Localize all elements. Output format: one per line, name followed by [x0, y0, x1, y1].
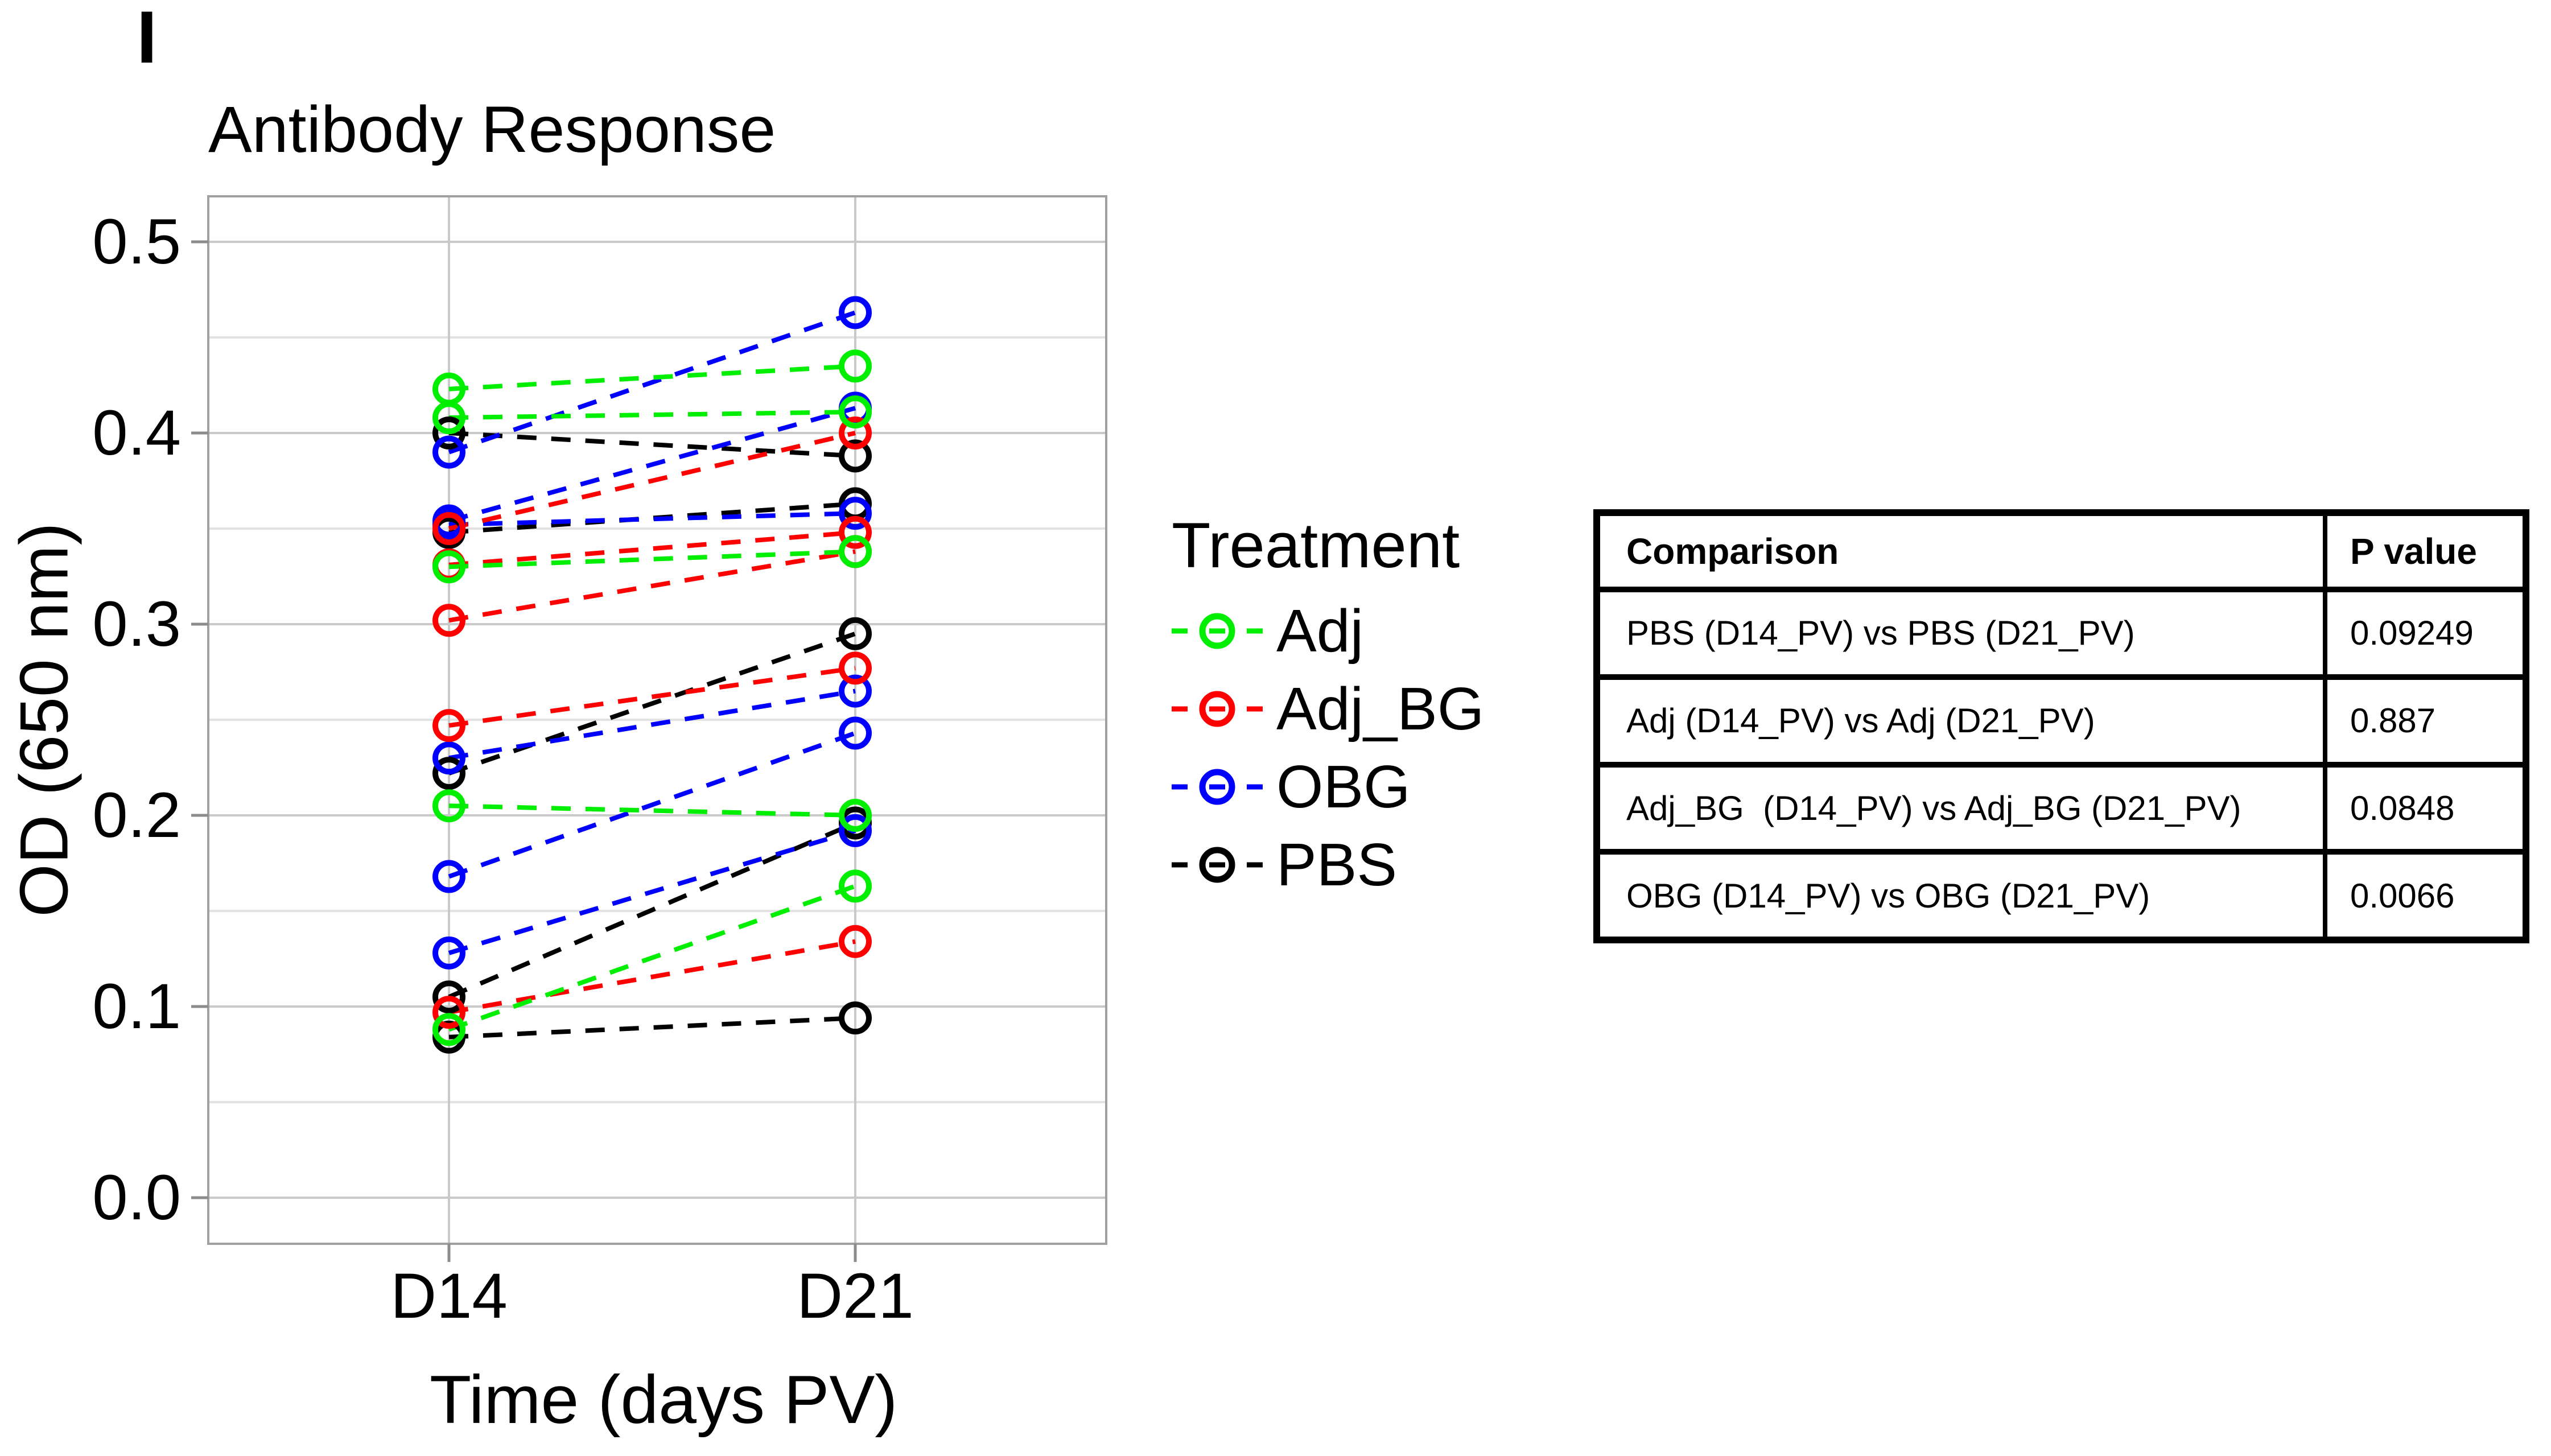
marker-Adj — [432, 401, 465, 435]
marker-PBS — [432, 757, 465, 790]
pvalue-cell: 0.09249 — [2350, 614, 2474, 653]
y-tick-label: 0.2 — [92, 779, 181, 851]
legend-item-label: PBS — [1276, 831, 1398, 898]
marker-OBG — [839, 497, 872, 530]
comparison-cell: Adj_BG (D14_PV) vs Adj_BG (D21_PV) — [1600, 767, 2327, 849]
series-line-OBG — [448, 406, 856, 523]
marker-Adj_BG — [432, 996, 465, 1029]
legend-item-PBS: PBS — [1172, 835, 1397, 895]
marker-Adj — [432, 550, 465, 584]
legend: Treatment Adj Adj_BG OBG PBS — [1172, 510, 1484, 895]
series-line-OBG — [448, 731, 856, 879]
comparison-cell: OBG (D14_PV) vs OBG (D21_PV) — [1600, 855, 2327, 937]
marker-Adj — [839, 535, 872, 568]
legend-key-icon — [1172, 613, 1263, 649]
marker-OBG — [839, 716, 872, 750]
marker-Adj_BG — [432, 604, 465, 637]
series-line-Adj_BG — [448, 666, 856, 728]
marker-PBS — [432, 416, 465, 449]
table-row: OBG (D14_PV) vs OBG (D21_PV) 0.0066 — [1600, 849, 2523, 937]
y-axis-title: OD (650 nm) — [6, 522, 83, 917]
comparison-cell: Adj (D14_PV) vs Adj (D21_PV) — [1600, 679, 2327, 762]
marker-Adj — [839, 869, 872, 903]
legend-title: Treatment — [1172, 510, 1460, 581]
pvalue-cell: 0.887 — [2350, 702, 2436, 740]
series-line-Adj — [448, 884, 856, 1032]
marker-OBG — [432, 435, 465, 469]
y-tick-label: 0.5 — [92, 206, 181, 277]
x-axis-title: Time (days PV) — [430, 1362, 898, 1438]
series-line-OBG — [448, 688, 856, 761]
series-line-OBG — [448, 828, 856, 955]
marker-Adj — [432, 789, 465, 823]
x-tick-label: D21 — [797, 1260, 914, 1331]
table-header-row: Comparison P value — [1600, 516, 2523, 587]
series-line-Adj_BG — [448, 939, 856, 1015]
marker-Adj — [839, 799, 872, 832]
pvalue-table: Comparison P value PBS (D14_PV) vs PBS (D2… — [1593, 509, 2529, 943]
pvalue-cell: 0.0848 — [2350, 789, 2455, 827]
legend-item-label: OBG — [1276, 753, 1411, 820]
table-row: Adj (D14_PV) vs Adj (D21_PV) 0.887 — [1600, 674, 2523, 762]
marker-OBG — [839, 814, 872, 847]
marker-PBS — [839, 439, 872, 473]
y-tick-label: 0.0 — [92, 1162, 181, 1233]
y-tick-label: 0.3 — [92, 588, 181, 659]
series-line-PBS — [448, 632, 856, 776]
marker-Adj_BG — [839, 416, 872, 449]
legend-key-icon — [1172, 769, 1263, 805]
comparison-cell: Comparison — [1600, 516, 2327, 587]
series-line-Adj_BG — [448, 431, 856, 531]
legend-item-OBG: OBG — [1172, 757, 1411, 817]
legend-item-label: Adj_BG — [1276, 675, 1485, 743]
marker-Adj_BG — [839, 515, 872, 549]
marker-Adj_BG — [839, 925, 872, 958]
pvalue-cell: 0.0066 — [2350, 876, 2455, 915]
y-tick-label: 0.1 — [92, 971, 181, 1042]
legend-item-label: Adj — [1276, 597, 1364, 665]
panel-border — [207, 195, 1107, 1245]
marker-OBG — [432, 741, 465, 775]
marker-PBS — [839, 1001, 872, 1035]
series-line-PBS — [448, 820, 856, 999]
chart-title: Antibody Response — [208, 93, 776, 166]
series-line-OBG — [448, 310, 856, 455]
panel-label: I — [137, 0, 158, 79]
marker-OBG — [432, 936, 465, 970]
x-tick-label: D14 — [390, 1260, 508, 1331]
marker-Adj — [839, 395, 872, 429]
comparison-cell: PBS (D14_PV) vs PBS (D21_PV) — [1600, 592, 2327, 674]
marker-OBG — [432, 860, 465, 893]
series-line-Adj_BG — [448, 549, 856, 623]
marker-PBS — [839, 617, 872, 650]
marker-Adj_BG — [432, 512, 465, 545]
legend-key-icon — [1172, 847, 1263, 883]
marker-OBG — [839, 674, 872, 708]
marker-Adj — [839, 349, 872, 383]
legend-item-Adj_BG: Adj_BG — [1172, 679, 1484, 739]
table-row: Adj_BG (D14_PV) vs Adj_BG (D21_PV) 0.0848 — [1600, 761, 2523, 849]
marker-Adj_BG — [432, 709, 465, 743]
marker-Adj_BG — [839, 651, 872, 685]
table-row: PBS (D14_PV) vs PBS (D21_PV) 0.09249 — [1600, 587, 2523, 674]
marker-PBS — [432, 980, 465, 1014]
pvalue-cell: P value — [2350, 531, 2477, 572]
legend-key-icon — [1172, 691, 1263, 727]
marker-OBG — [839, 296, 872, 329]
legend-item-Adj: Adj — [1172, 601, 1363, 661]
y-tick-label: 0.4 — [92, 397, 181, 468]
marker-Adj — [432, 1013, 465, 1046]
